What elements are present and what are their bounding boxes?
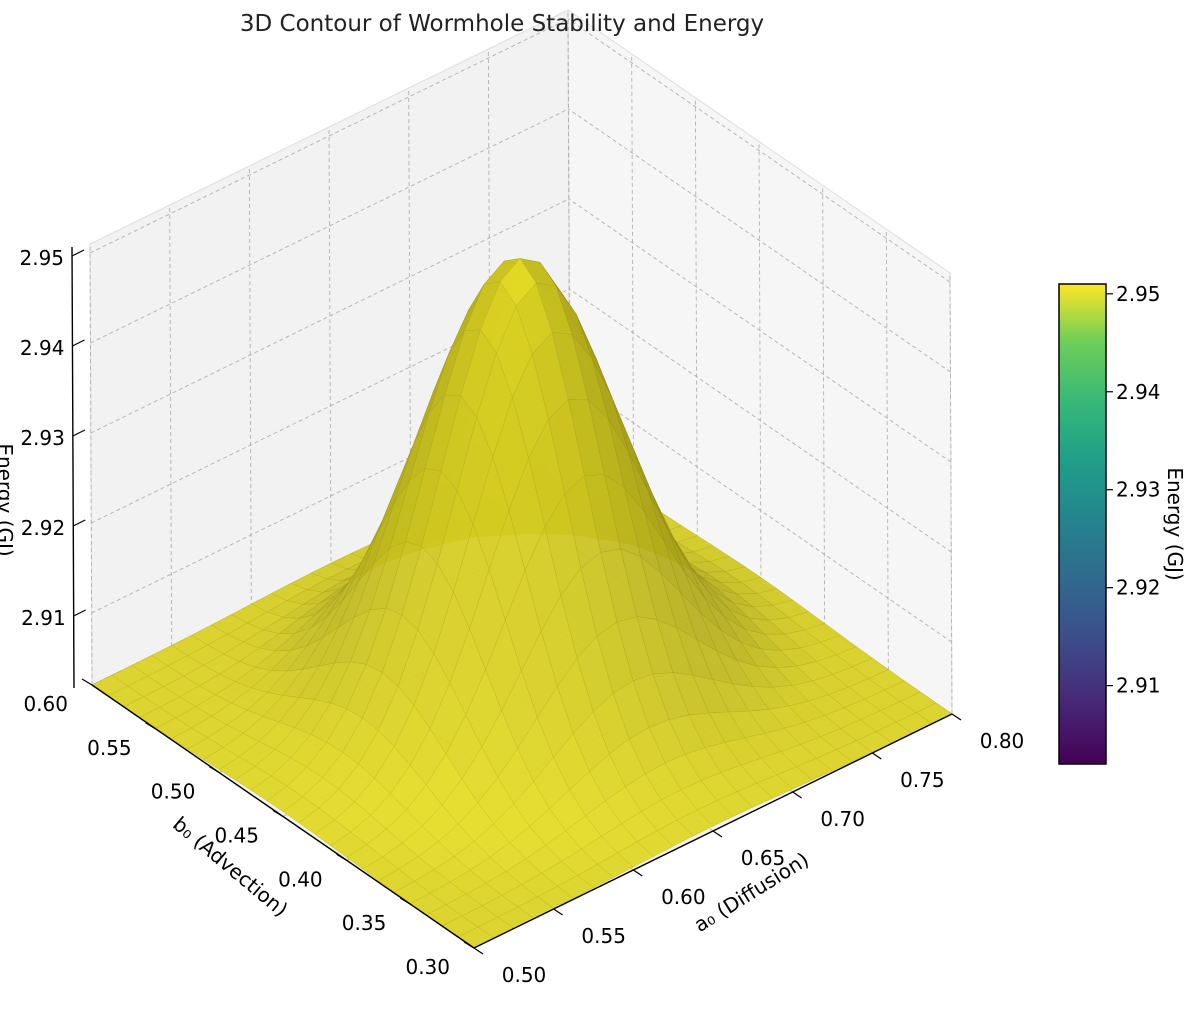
gridline-x-wall bbox=[89, 243, 93, 686]
gridline-z-right-wall bbox=[567, 18, 951, 283]
gridline-y-wall bbox=[822, 185, 826, 627]
colorbar: 2.91 2.92 2.93 2.94 2.95 Energy (GJ) bbox=[1058, 282, 1187, 765]
z-tick-mark bbox=[72, 429, 86, 437]
z-tick-label: 2.93 bbox=[20, 426, 65, 450]
colorbar-tick-label: 2.95 bbox=[1116, 282, 1161, 306]
x-tick-mark bbox=[951, 713, 962, 721]
colorbar-tick-label: 2.92 bbox=[1116, 576, 1161, 600]
z-axis-label: Energy (GJ) bbox=[0, 443, 17, 556]
y-tick-mark bbox=[272, 809, 284, 818]
y-tick-mark bbox=[400, 897, 411, 905]
gridline-z-right-wall bbox=[568, 198, 952, 463]
y-tick-label: 0.60 bbox=[23, 692, 68, 716]
gridline-z-left-wall bbox=[90, 198, 570, 434]
colorbar-label: Energy (GJ) bbox=[1163, 467, 1187, 580]
x-tick-label: 0.55 bbox=[581, 924, 626, 948]
z-tick-mark bbox=[72, 519, 86, 527]
y-tick-label: 0.35 bbox=[342, 911, 387, 935]
y-tick-label: 0.55 bbox=[87, 736, 132, 760]
gridline-y-wall bbox=[758, 141, 762, 583]
gridline-z-left-wall bbox=[89, 18, 569, 254]
gridline-y-wall bbox=[694, 97, 698, 539]
x-tick-mark bbox=[473, 947, 484, 955]
z-tick-label: 2.91 bbox=[21, 606, 66, 630]
gridline-y-wall bbox=[885, 229, 889, 671]
z-tick-label: 2.94 bbox=[20, 336, 65, 360]
x-tick-mark bbox=[712, 830, 723, 838]
gridline-z-right-wall bbox=[569, 378, 952, 643]
gridline-y-wall bbox=[949, 272, 953, 715]
x-tick-label: 0.80 bbox=[980, 729, 1025, 753]
colorbar-gradient bbox=[1058, 283, 1107, 765]
y-tick-mark bbox=[463, 941, 475, 949]
x-tick-mark bbox=[553, 908, 563, 916]
x-tick-mark bbox=[792, 791, 802, 799]
x-tick-label: 0.70 bbox=[820, 807, 865, 831]
z-tick-label: 2.95 bbox=[20, 246, 65, 270]
y-tick-mark bbox=[336, 853, 347, 861]
gridline-x-wall bbox=[169, 204, 173, 647]
colorbar-tick-label: 2.91 bbox=[1116, 674, 1161, 698]
colorbar-tick-label: 2.93 bbox=[1116, 478, 1161, 502]
x-tick-mark bbox=[872, 752, 882, 760]
x-tick-label: 0.75 bbox=[900, 768, 945, 792]
gridline-z-left-wall bbox=[90, 108, 569, 344]
colorbar-tick-label: 2.94 bbox=[1116, 380, 1161, 404]
x-tick-mark bbox=[633, 869, 643, 877]
z-tick-mark bbox=[71, 249, 85, 257]
y-tick-mark bbox=[81, 678, 93, 686]
z-tick-mark bbox=[73, 609, 86, 617]
gridline-y-wall bbox=[631, 53, 635, 495]
axis-lines: 0.50 0.55 0.60 0.65 0.70 0.75 0.80 0.30 0.35 0.40… bbox=[20, 246, 1025, 987]
y-tick-label: 0.50 bbox=[151, 780, 196, 804]
y-tick-mark bbox=[209, 766, 220, 774]
y-tick-mark bbox=[145, 722, 156, 730]
y-tick-label: 0.30 bbox=[405, 955, 450, 979]
y-tick-label: 0.45 bbox=[214, 824, 259, 848]
gridline-z-right-wall bbox=[568, 108, 951, 373]
energy-surface bbox=[91, 258, 953, 949]
colorbar-ticks: 2.91 2.92 2.93 2.94 2.95 bbox=[1106, 282, 1161, 698]
x-tick-label: 0.50 bbox=[502, 963, 547, 987]
z-axis-line bbox=[71, 246, 75, 689]
y-tick-label: 0.40 bbox=[278, 867, 323, 891]
z-tick-mark bbox=[72, 339, 85, 347]
z-tick-label: 2.92 bbox=[21, 516, 66, 540]
gridline-x-wall bbox=[328, 126, 332, 569]
gridline-x-wall bbox=[248, 165, 252, 608]
chart-title: 3D Contour of Wormhole Stability and Ene… bbox=[240, 11, 764, 37]
gridline-z-right-wall bbox=[569, 288, 952, 553]
x-tick-label: 0.60 bbox=[661, 885, 706, 909]
x-tick-label: 0.65 bbox=[741, 846, 786, 870]
